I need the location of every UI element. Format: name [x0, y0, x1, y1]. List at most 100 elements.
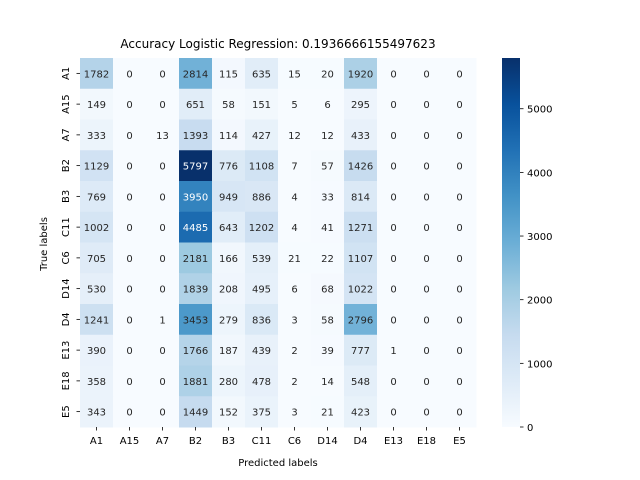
y-tick-label: C11: [61, 217, 72, 237]
cell-value-label: 279: [219, 315, 238, 326]
heatmap-cell: [410, 273, 444, 305]
heatmap-cell: [344, 211, 378, 243]
heatmap-cell: [443, 396, 477, 428]
cell-value-label: 0: [456, 223, 462, 234]
cell-value-label: 949: [219, 192, 238, 203]
cell-value-label: 0: [423, 285, 429, 296]
x-tick-label: E13: [384, 436, 403, 447]
heatmap-cell: [146, 334, 180, 366]
heatmap-cell: [278, 242, 312, 274]
cell-value-label: 58: [321, 315, 334, 326]
x-tick-label: B3: [222, 436, 235, 447]
cell-value-label: 0: [390, 131, 396, 142]
heatmap-cell: [113, 242, 147, 274]
heatmap-cell: [410, 181, 444, 213]
heatmap-cell: [344, 150, 378, 182]
cell-value-label: 15: [288, 69, 301, 80]
cell-value-label: 1: [159, 315, 165, 326]
y-tick-label: A7: [61, 128, 72, 141]
y-tick-label: A15: [61, 94, 72, 114]
cell-value-label: 886: [252, 192, 271, 203]
cell-value-label: 0: [159, 162, 165, 173]
cell-value-label: 41: [321, 223, 334, 234]
cell-value-label: 4485: [183, 223, 208, 234]
heatmap-cell: [443, 211, 477, 243]
cell-value-label: 0: [159, 254, 165, 265]
heatmap-cell: [245, 242, 279, 274]
cell-value-label: 5: [291, 100, 297, 111]
heatmap-cell: [179, 273, 213, 305]
cell-value-label: 1881: [183, 377, 208, 388]
heatmap-cell: [377, 365, 411, 397]
cell-value-label: 423: [351, 408, 370, 419]
heatmap-cell: [80, 273, 114, 305]
heatmap-cell: [179, 334, 213, 366]
heatmap-cell: [377, 150, 411, 182]
cell-value-label: 0: [390, 223, 396, 234]
cell-value-label: 0: [126, 285, 132, 296]
cell-value-label: 1002: [84, 223, 109, 234]
x-tick-label: A15: [120, 436, 140, 447]
cell-value-label: 7: [291, 162, 297, 173]
cell-value-label: 0: [159, 223, 165, 234]
x-axis-label: Predicted labels: [238, 458, 318, 469]
cell-value-label: 0: [126, 162, 132, 173]
heatmap-cell: [344, 58, 378, 90]
heatmap-cell: [443, 58, 477, 90]
heatmap-cell: [443, 88, 477, 120]
cell-value-label: 33: [321, 192, 334, 203]
cell-value-label: 0: [126, 100, 132, 111]
cell-value-label: 0: [390, 285, 396, 296]
heatmap-cell: [179, 211, 213, 243]
heatmap-cell: [443, 150, 477, 182]
heatmap-cell: [377, 396, 411, 428]
heatmap-cell: [80, 58, 114, 90]
heatmap-cell: [245, 304, 279, 336]
heatmap-cell: [146, 396, 180, 428]
cell-value-label: 39: [321, 346, 334, 357]
heatmap-cell: [410, 88, 444, 120]
colorbar-tick-label: 3000: [527, 232, 552, 243]
colorbar-tick-label: 5000: [527, 105, 552, 116]
y-axis-label: True labels: [39, 217, 50, 272]
heatmap-cell: [377, 181, 411, 213]
heatmap-cell: [311, 242, 345, 274]
cell-value-label: 208: [219, 285, 238, 296]
cell-value-label: 530: [87, 285, 106, 296]
heatmap-cell: [410, 242, 444, 274]
heatmap-cell: [146, 273, 180, 305]
heatmap-cell: [278, 181, 312, 213]
cell-value-label: 0: [126, 192, 132, 203]
cell-value-label: 149: [87, 100, 106, 111]
cell-value-label: 2: [291, 346, 297, 357]
cell-value-label: 0: [423, 100, 429, 111]
heatmap-cell: [245, 181, 279, 213]
cell-value-label: 0: [423, 223, 429, 234]
heatmap-cell: [245, 150, 279, 182]
heatmap-cell: [410, 304, 444, 336]
heatmap-cell: [344, 242, 378, 274]
cell-value-label: 1022: [348, 285, 373, 296]
cell-value-label: 548: [351, 377, 370, 388]
heatmap-cell: [113, 150, 147, 182]
chart-title: Accuracy Logistic Regression: 0.19366661…: [120, 37, 435, 51]
heatmap-cell: [377, 273, 411, 305]
heatmap-cell: [377, 58, 411, 90]
colorbar: [502, 58, 520, 427]
cell-value-label: 814: [351, 192, 370, 203]
heatmap-cell: [311, 396, 345, 428]
heatmap-cell: [113, 211, 147, 243]
cell-value-label: 280: [219, 377, 238, 388]
cell-value-label: 0: [159, 192, 165, 203]
cell-value-label: 295: [351, 100, 370, 111]
cell-value-label: 1839: [183, 285, 208, 296]
heatmap-cell: [179, 304, 213, 336]
heatmap-cell: [443, 273, 477, 305]
x-tick-label: C6: [288, 436, 301, 447]
x-tick-label: A7: [156, 436, 169, 447]
cell-value-label: 0: [390, 192, 396, 203]
colorbar-tick-label: 2000: [527, 296, 552, 307]
heatmap-cell: [113, 334, 147, 366]
heatmap-cell: [278, 396, 312, 428]
